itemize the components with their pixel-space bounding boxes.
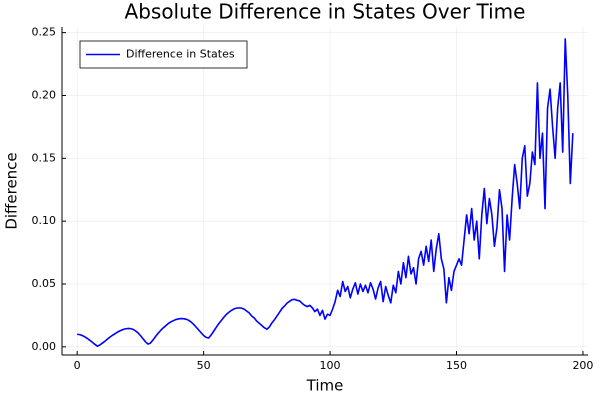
y-axis-label: Difference	[3, 152, 21, 229]
x-tick-label: 50	[197, 359, 211, 372]
x-axis-label: Time	[306, 377, 344, 395]
y-tick-label: 0.15	[32, 151, 57, 164]
y-tick-label: 0.25	[32, 26, 57, 39]
data-line	[77, 38, 574, 347]
y-tick-label: 0.20	[32, 88, 57, 101]
x-tick-label: 100	[320, 359, 341, 372]
y-tick-label: 0.10	[32, 214, 57, 227]
y-tick-label: 0.05	[32, 277, 57, 290]
legend-label: Difference in States	[126, 48, 235, 61]
chart-title: Absolute Difference in States Over Time	[125, 0, 526, 24]
x-tick-label: 0	[74, 359, 81, 372]
x-tick-label: 150	[446, 359, 467, 372]
x-tick-label: 200	[572, 359, 593, 372]
y-tick-label: 0.00	[32, 340, 57, 353]
